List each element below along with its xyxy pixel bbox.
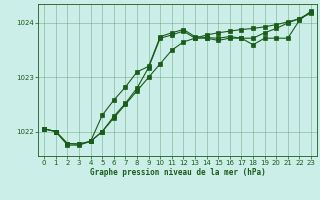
- X-axis label: Graphe pression niveau de la mer (hPa): Graphe pression niveau de la mer (hPa): [90, 168, 266, 177]
